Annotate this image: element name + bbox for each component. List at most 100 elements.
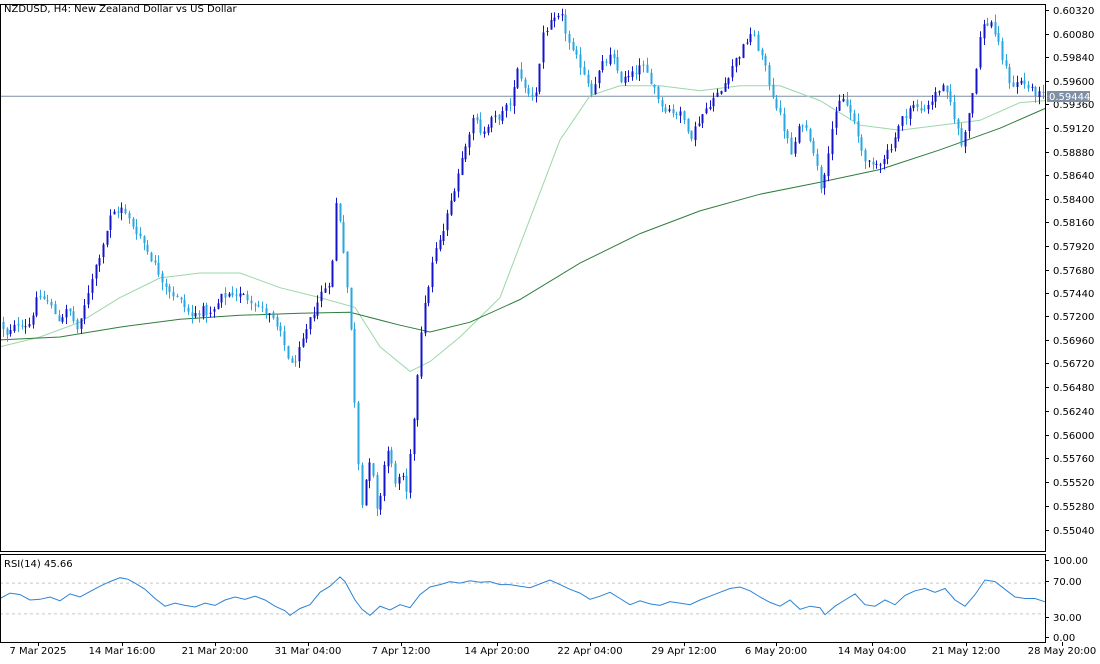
candle [217, 298, 220, 310]
candle [368, 458, 371, 489]
candle [579, 47, 582, 75]
moving-average-fast [0, 85, 1046, 372]
candle-body [968, 113, 971, 131]
candle [927, 100, 930, 114]
candle [1042, 84, 1045, 99]
price-tick-label: 0.56720 [1053, 359, 1094, 370]
candle-body [446, 213, 449, 231]
candle [1031, 83, 1034, 92]
candle [72, 306, 75, 324]
candle [513, 80, 516, 114]
candle-body [587, 74, 590, 84]
candle-body [964, 132, 967, 147]
candle-body [472, 118, 475, 134]
time-tick-label: 6 May 20:00 [745, 646, 807, 657]
candle-body [735, 58, 738, 67]
candle-body [1027, 84, 1030, 89]
candle [916, 99, 919, 112]
candle-body [605, 61, 608, 63]
candle-body [113, 211, 116, 215]
time-tick-label: 14 Mar 16:00 [89, 646, 156, 657]
candle-body [117, 211, 120, 213]
price-tick-label: 0.55760 [1053, 454, 1094, 465]
candle-body [372, 463, 375, 476]
candle [143, 235, 146, 251]
candle-body [335, 203, 338, 261]
candle-body [302, 338, 305, 347]
candle [416, 374, 419, 427]
candle [165, 278, 168, 295]
candle [390, 446, 393, 468]
candle-body [509, 103, 512, 105]
candle [461, 151, 464, 176]
candle [568, 30, 571, 50]
frames-layer [0, 4, 1046, 643]
candle-body [24, 326, 27, 328]
candle [572, 37, 575, 52]
candle [920, 101, 923, 114]
candle-body [657, 86, 660, 100]
candle [938, 90, 941, 96]
candle [50, 298, 53, 309]
candle [997, 26, 1000, 46]
candle [305, 323, 308, 343]
candle-body [168, 286, 171, 293]
candle [949, 84, 952, 106]
candle [154, 255, 157, 266]
candle-body [109, 215, 112, 230]
candle [872, 157, 875, 170]
candle [35, 291, 38, 318]
candle [498, 114, 501, 125]
candle-body [187, 307, 190, 312]
candle [605, 58, 608, 67]
candle [994, 14, 997, 37]
candle [716, 88, 719, 98]
candle-body [357, 402, 360, 465]
candle-body [609, 54, 612, 64]
candle [901, 116, 904, 131]
candle [58, 309, 61, 322]
candle-body [716, 92, 719, 97]
price-tick-label: 0.60320 [1053, 6, 1094, 17]
candle [157, 255, 160, 278]
candle-body [579, 54, 582, 68]
candle [953, 94, 956, 124]
candle-body [979, 37, 982, 68]
candle [823, 172, 826, 195]
candle [742, 43, 745, 59]
candle [809, 127, 812, 143]
candle-body [672, 109, 675, 114]
candle-body [1001, 41, 1004, 61]
candle-body [627, 76, 630, 78]
candle-body [239, 293, 242, 297]
candle [246, 290, 249, 305]
candle-body [798, 126, 801, 143]
candle [968, 112, 971, 139]
candle [205, 302, 208, 323]
candle [798, 123, 801, 144]
candle [897, 124, 900, 142]
candle-body [39, 296, 42, 298]
candle [150, 251, 153, 263]
candle [694, 121, 697, 147]
time-tick-label: 22 Apr 04:00 [557, 646, 622, 657]
candle [564, 9, 567, 42]
candle-body [361, 464, 364, 506]
candle-body [812, 140, 815, 154]
candle [746, 38, 749, 45]
candle-body [257, 305, 260, 307]
candle [690, 130, 693, 142]
candle [17, 317, 20, 332]
candle-body [58, 315, 61, 322]
candle-body [505, 104, 508, 111]
candle [202, 302, 205, 320]
candle [786, 129, 789, 144]
candle [132, 216, 135, 230]
candle-body [268, 313, 271, 315]
candle-body [997, 33, 1000, 42]
candle [805, 120, 808, 132]
candle [831, 121, 834, 161]
candle-body [424, 302, 427, 334]
